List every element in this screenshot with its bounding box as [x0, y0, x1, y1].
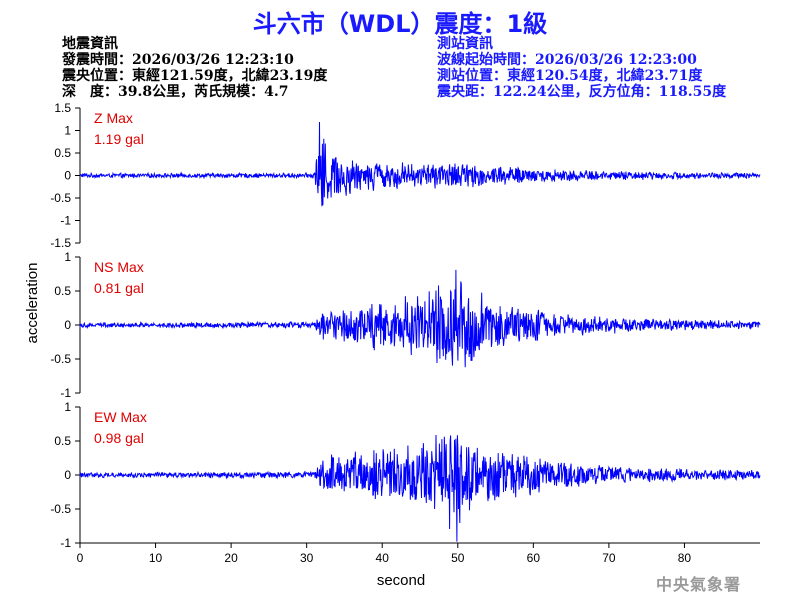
y-tick-label: -0.5	[50, 191, 71, 205]
x-tick-label: 80	[678, 551, 692, 565]
panel-max-z: 1.19 gal	[94, 131, 144, 147]
panel-max-ew: 0.98 gal	[94, 430, 144, 446]
station-wave-start: 波線起始時間：2026/03/26 12:23:00	[437, 52, 697, 68]
y-tick-label: 0	[64, 169, 71, 183]
agency-watermark: 中央氣象署	[656, 575, 742, 594]
panel-label-ns: NS Max	[94, 259, 144, 275]
page-title: 斗六市（WDL）震度：1級	[252, 10, 548, 38]
panel-label-z: Z Max	[94, 110, 133, 126]
y-axis-label: acceleration	[24, 263, 41, 344]
trace-z	[79, 121, 761, 207]
y-tick-label: 0	[64, 468, 71, 482]
y-tick-label: -1	[60, 214, 71, 228]
x-tick-label: 70	[602, 551, 616, 565]
y-tick-label: -1	[60, 536, 71, 550]
y-tick-label: -0.5	[50, 352, 71, 366]
x-tick-label: 60	[527, 551, 541, 565]
y-tick-label: 0.5	[54, 284, 71, 298]
panel-max-ns: 0.81 gal	[94, 280, 144, 296]
quake-depth-magnitude: 深 度：39.8公里，芮氏規模：4.7	[62, 84, 289, 100]
x-tick-label: 50	[451, 551, 465, 565]
y-tick-label: -0.5	[50, 502, 71, 516]
y-tick-label: 1	[64, 250, 71, 264]
y-tick-label: 0.5	[54, 146, 71, 160]
station-info-heading: 測站資訊	[437, 36, 493, 52]
x-axis-label: second	[377, 572, 425, 589]
x-tick-label: 40	[376, 551, 390, 565]
station-location: 測站位置：東經120.54度，北緯23.71度	[437, 68, 703, 84]
station-info: 測站資訊 波線起始時間：2026/03/26 12:23:00 測站位置：東經1…	[437, 36, 726, 100]
quake-time: 發震時間：2026/03/26 12:23:10	[62, 52, 294, 68]
y-tick-label: 1.5	[54, 101, 71, 115]
quake-info-heading: 地震資訊	[62, 36, 118, 52]
panel-label-ew: EW Max	[94, 409, 147, 425]
x-tick-label: 0	[77, 551, 84, 565]
trace-ew	[79, 434, 761, 542]
quake-location: 震央位置：東經121.59度，北緯23.19度	[62, 68, 328, 84]
x-tick-label: 20	[224, 551, 238, 565]
y-tick-label: 0	[64, 318, 71, 332]
y-tick-label: -1	[60, 386, 71, 400]
quake-info: 地震資訊 發震時間：2026/03/26 12:23:10 震央位置：東經121…	[62, 36, 327, 100]
y-tick-label: 1	[64, 400, 71, 414]
y-tick-label: 1	[64, 124, 71, 138]
x-tick-label: 10	[149, 551, 163, 565]
trace-ns	[79, 269, 761, 368]
x-tick-label: 30	[300, 551, 314, 565]
y-tick-label: 0.5	[54, 434, 71, 448]
station-distance: 震央距：122.24公里，反方位角：118.55度	[437, 84, 727, 100]
y-tick-label: -1.5	[50, 236, 71, 250]
